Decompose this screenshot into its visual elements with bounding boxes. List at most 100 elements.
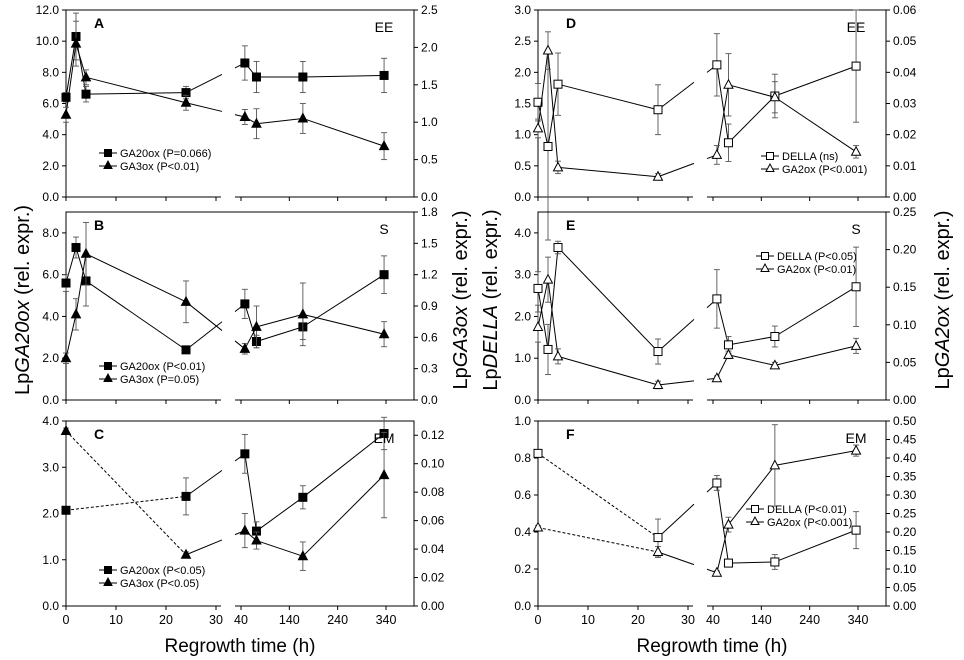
data-point-ga2ox	[652, 378, 664, 389]
series-line-segment	[244, 453, 257, 532]
legend: GA20ox (P<0.01)GA3ox (P=0.05)	[99, 361, 205, 386]
series-line-segment	[256, 313, 303, 328]
series-line-segment	[657, 318, 695, 352]
right-ytick-label: 0.00	[893, 393, 917, 407]
data-point-della	[712, 478, 722, 488]
data-point-ga3ox	[180, 295, 192, 306]
data-point-ga2ox	[711, 148, 723, 159]
series-line-segment	[774, 450, 857, 466]
right-ytick-label: 0.25	[893, 507, 917, 521]
legend-label: GA3ox (P=0.05)	[120, 374, 199, 386]
legend-label: GA2ox (P<0.001)	[782, 164, 867, 176]
data-point-ga2ox	[769, 459, 781, 470]
series-line-segment	[75, 247, 87, 282]
data-point-ga2ox	[850, 444, 862, 455]
panel-letter: C	[94, 426, 104, 442]
series-line-segment	[657, 162, 695, 178]
series-line-segment	[537, 50, 549, 129]
data-point-ga2ox	[723, 518, 734, 529]
data-point-ga2ox	[723, 348, 734, 359]
xtick-label: 40	[234, 613, 248, 627]
data-point-della	[533, 97, 543, 107]
tissue-label: EE	[375, 19, 394, 35]
xtick-label: 30	[209, 613, 223, 627]
left-ytick-label: 0.6	[514, 488, 531, 502]
data-point-ga20ox	[81, 89, 91, 99]
left-ytick-label: 0.5	[514, 159, 531, 173]
data-point-della	[770, 331, 780, 341]
series-ga2ox	[532, 31, 862, 181]
legend-label: GA3ox (P<0.05)	[120, 578, 199, 590]
series-line-segment	[256, 496, 304, 532]
left-ytick-label: 2.0	[514, 65, 531, 79]
legend-label: GA3ox (P<0.01)	[120, 161, 199, 173]
series-line-segment	[774, 286, 857, 337]
data-point-della	[653, 105, 663, 115]
tissue-label: EE	[847, 19, 866, 35]
data-point-della	[851, 525, 861, 535]
data-point-ga2ox	[652, 545, 664, 556]
legend-marker	[104, 566, 112, 574]
data-point-della	[543, 142, 553, 152]
right-ytick-label: 0.0	[421, 190, 438, 204]
data-point-ga3ox	[180, 96, 192, 107]
right-ytick-label: 0.00	[421, 599, 445, 613]
data-point-della	[851, 282, 861, 292]
series-line-segment	[85, 280, 187, 351]
xtick-label: 240	[327, 613, 348, 627]
tissue-label: EM	[374, 430, 395, 446]
left-ytick-label: 0.0	[514, 190, 531, 204]
right-ytick-label: 0.6	[421, 330, 438, 344]
series-line-segment	[716, 84, 729, 156]
legend-marker	[750, 515, 760, 525]
data-point-della	[653, 533, 663, 543]
axis-break-gap	[693, 398, 707, 402]
right-ytick-label: 0.08	[421, 485, 445, 499]
left-ytick-label: 2.0	[514, 309, 531, 323]
left-ytick-label: 1.0	[514, 128, 531, 142]
data-point-ga2ox	[769, 359, 781, 370]
series-line-segment	[728, 465, 776, 525]
series-line-segment	[537, 279, 549, 328]
series-line-segment	[185, 469, 223, 497]
data-point-della	[543, 344, 553, 354]
series-line-segment	[716, 298, 729, 345]
data-point-ga20ox	[61, 505, 71, 515]
right-ytick-label: 0.05	[893, 34, 917, 48]
left-ytick-label: 0.4	[514, 525, 531, 539]
series-ga20ox	[61, 416, 389, 541]
legend: DELLA (P<0.01)GA2ox (P<0.001)	[746, 504, 852, 529]
data-point-della	[553, 79, 563, 89]
left-ytick-label: 0.0	[42, 599, 59, 613]
data-point-ga2ox	[552, 161, 564, 172]
data-point-ga3ox	[70, 308, 82, 319]
data-point-della	[533, 448, 543, 458]
right-ytick-label: 0.01	[893, 159, 917, 173]
left-ytick-label: 4.0	[42, 309, 59, 323]
series-line-segment	[774, 529, 857, 563]
axis-break-gap	[221, 604, 235, 608]
series-line-segment	[65, 314, 77, 359]
series-line-segment	[728, 336, 775, 346]
right-ytick-label: 2.5	[421, 3, 438, 17]
data-point-ga2ox	[769, 91, 781, 102]
left-ytick-label: 0.0	[42, 190, 59, 204]
data-point-ga3ox	[378, 469, 390, 480]
left-ytick-label: 1.0	[514, 351, 531, 365]
axis-break-gap	[221, 195, 235, 199]
series-line-segment	[537, 288, 549, 350]
legend-label: DELLA (P<0.05)	[777, 251, 857, 263]
data-point-ga20ox	[61, 278, 71, 288]
data-point-ga2ox	[542, 44, 554, 55]
series-line-segment	[537, 527, 659, 553]
data-point-ga3ox	[180, 548, 192, 559]
series-line-segment	[75, 43, 87, 78]
right-ytick-label: 1.2	[421, 268, 438, 282]
series-line-segment	[302, 74, 385, 78]
data-point-ga2ox	[542, 273, 554, 284]
data-point-ga3ox	[251, 320, 262, 331]
right-ytick-label: 0.04	[893, 65, 917, 79]
xtick-label: 10	[109, 613, 123, 627]
tissue-label: S	[851, 221, 860, 237]
left-ytick-label: 0.8	[514, 451, 531, 465]
